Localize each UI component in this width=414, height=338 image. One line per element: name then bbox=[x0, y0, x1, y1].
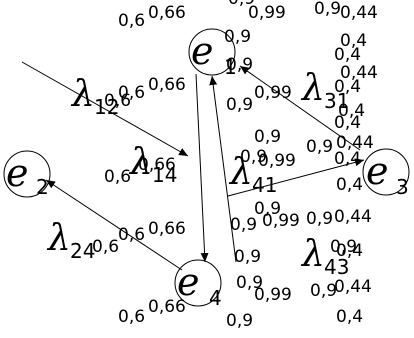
svg-text:4: 4 bbox=[209, 286, 222, 310]
node-e1: e 1 bbox=[188, 28, 237, 79]
label-l43: λ 43 bbox=[300, 234, 349, 279]
svg-text:1: 1 bbox=[224, 55, 237, 79]
svg-text:43: 43 bbox=[324, 255, 349, 279]
prob-label: 0,9 bbox=[330, 237, 357, 257]
prob-label: 0,9 bbox=[306, 209, 333, 229]
prob-label: 0,99 bbox=[254, 285, 292, 305]
arrow-l31 bbox=[239, 65, 361, 151]
svg-text:λ: λ bbox=[300, 68, 325, 109]
node-e4: e 4 bbox=[174, 259, 222, 310]
prob-label: 0,6 bbox=[104, 167, 131, 187]
prob-label: 0,9 bbox=[314, 0, 341, 19]
svg-text:e: e bbox=[366, 149, 389, 193]
svg-text:14: 14 bbox=[152, 163, 177, 187]
prob-label: 0,66 bbox=[148, 3, 186, 23]
prob-label: 0,4 bbox=[340, 31, 367, 51]
prob-label: 0,6 bbox=[118, 11, 145, 31]
prob-label: 0,44 bbox=[336, 133, 374, 153]
label-l12: λ 12 bbox=[70, 74, 119, 119]
prob-label: 0,9 bbox=[228, 0, 255, 9]
svg-text:e: e bbox=[177, 260, 200, 304]
prob-label: 0,4 bbox=[336, 307, 363, 327]
prob-label: 0,6 bbox=[118, 307, 145, 327]
prob-label: 0,44 bbox=[340, 63, 378, 83]
node-e3: e 3 bbox=[362, 148, 410, 199]
prob-label: 0,4 bbox=[336, 175, 363, 195]
svg-text:41: 41 bbox=[252, 173, 277, 197]
prob-label: 0,4 bbox=[334, 45, 361, 65]
prob-label: 0,44 bbox=[334, 277, 372, 297]
prob-label: 0,9 bbox=[224, 27, 251, 47]
svg-text:12: 12 bbox=[94, 95, 119, 119]
label-l31: λ 31 bbox=[300, 68, 349, 113]
prob-label: 0,66 bbox=[138, 155, 176, 175]
svg-text:3: 3 bbox=[396, 175, 409, 199]
probability-annotations: 0,6 0,66 0,6 0,66 0,6 0,6 0,66 0,6 0,66 … bbox=[92, 0, 378, 331]
prob-label: 0,4 bbox=[338, 101, 365, 121]
prob-label: 0,66 bbox=[148, 297, 186, 317]
prob-label: 0,66 bbox=[148, 219, 186, 239]
label-l24: λ 24 bbox=[46, 218, 95, 263]
prob-label: 0,99 bbox=[262, 211, 300, 231]
prob-label: 0,4 bbox=[334, 113, 361, 133]
svg-text:31: 31 bbox=[324, 89, 349, 113]
svg-text:λ: λ bbox=[128, 142, 153, 183]
prob-label: 0,6 bbox=[92, 237, 119, 257]
prob-label: 0,44 bbox=[340, 3, 378, 23]
svg-text:λ: λ bbox=[46, 218, 71, 259]
prob-label: 0,9 bbox=[226, 55, 253, 75]
prob-label: 0,99 bbox=[258, 151, 296, 171]
label-l14: λ 14 bbox=[128, 142, 177, 187]
prob-label: 0,99 bbox=[248, 3, 286, 23]
prob-label: 0,9 bbox=[254, 199, 281, 219]
prob-label: 0,9 bbox=[306, 137, 333, 157]
prob-label: 0,6 bbox=[104, 91, 131, 111]
prob-label: 0,9 bbox=[254, 127, 281, 147]
node-e2: e 2 bbox=[3, 150, 51, 199]
arrow-l24 bbox=[45, 179, 183, 271]
svg-text:λ: λ bbox=[70, 74, 95, 115]
prob-label: 0,4 bbox=[336, 241, 363, 261]
prob-label: 0,66 bbox=[148, 75, 186, 95]
prob-label: 0,99 bbox=[254, 83, 292, 103]
prob-label: 0,9 bbox=[240, 147, 267, 167]
arrow-l41 bbox=[209, 75, 237, 263]
arrow-l43 bbox=[227, 158, 365, 197]
prob-label: 0,9 bbox=[226, 95, 253, 115]
svg-text:λ: λ bbox=[300, 234, 325, 275]
prob-label: 0,6 bbox=[118, 83, 145, 103]
prob-label: 0,6 bbox=[118, 225, 145, 245]
svg-text:24: 24 bbox=[70, 239, 95, 263]
prob-label: 0,9 bbox=[230, 215, 257, 235]
prob-label: 0,9 bbox=[236, 273, 263, 293]
prob-label: 0,9 bbox=[226, 311, 253, 331]
svg-text:λ: λ bbox=[228, 152, 253, 193]
svg-text:e: e bbox=[6, 151, 29, 195]
svg-text:2: 2 bbox=[36, 175, 49, 199]
label-l41: λ 41 bbox=[228, 152, 277, 197]
prob-label: 0,4 bbox=[334, 77, 361, 97]
arrow-l12 bbox=[21, 61, 189, 157]
prob-label: 0,9 bbox=[234, 247, 261, 267]
prob-label: 0,44 bbox=[334, 207, 372, 227]
arrow-l14 bbox=[195, 73, 209, 263]
prob-label: 0,4 bbox=[334, 149, 361, 169]
svg-text:e: e bbox=[191, 29, 214, 73]
prob-label: 0,9 bbox=[310, 281, 337, 301]
